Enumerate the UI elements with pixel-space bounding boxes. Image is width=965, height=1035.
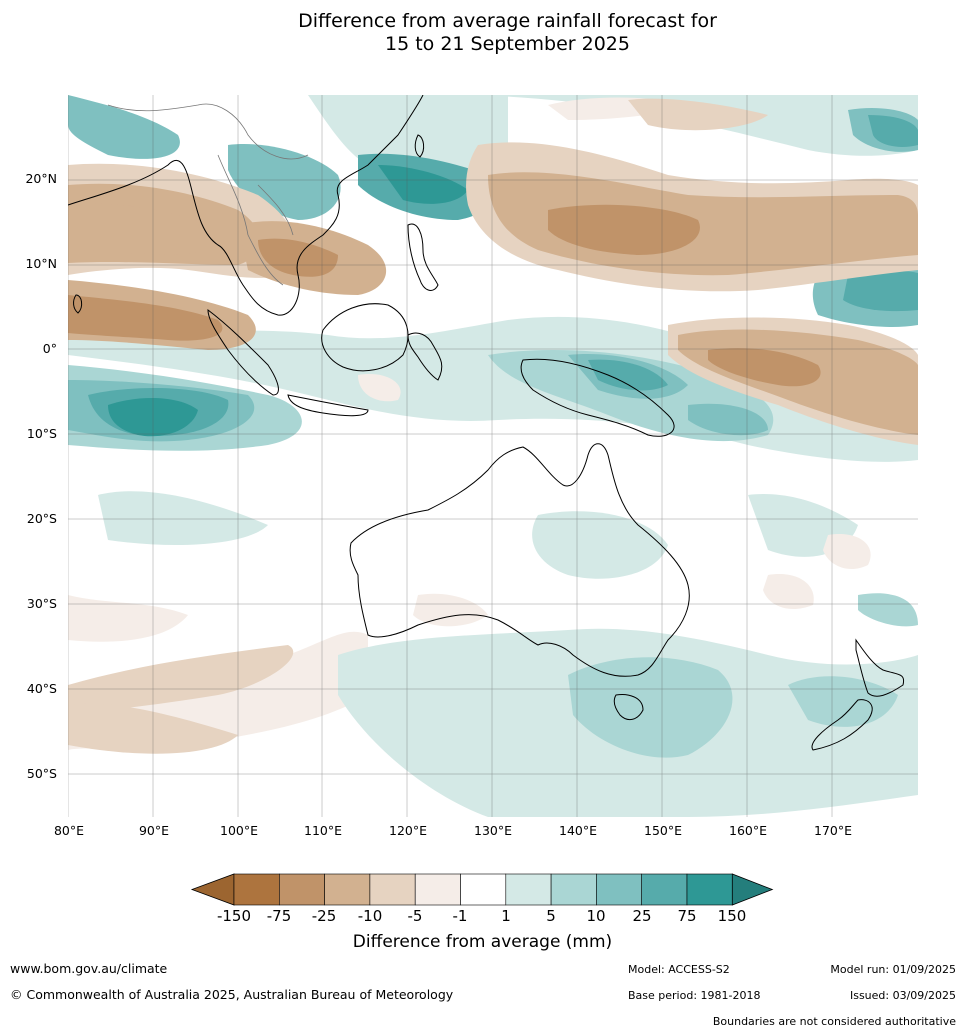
borneo-coastline <box>321 303 409 372</box>
lon-label-140e: 140°E <box>558 823 598 838</box>
colorbar-cell <box>324 873 371 906</box>
tasmania-coastline <box>613 694 644 721</box>
colorbar-cells <box>190 873 774 906</box>
footer-disclaimer: Boundaries are not considered authoritat… <box>712 1015 956 1028</box>
colorbar-tick: -10 <box>357 907 383 925</box>
sri-lanka-coastline <box>73 294 83 314</box>
colorbar-tick: -75 <box>266 907 292 925</box>
map-title: Difference from average rainfall forecas… <box>0 10 965 56</box>
colorbar <box>190 873 774 906</box>
lon-label-110e: 110°E <box>303 823 343 838</box>
colorbar-tick: 1 <box>501 907 511 925</box>
colorbar-extend-low <box>190 873 235 906</box>
footer-model: Model: ACCESS-S2 <box>628 963 730 976</box>
graticule <box>68 95 918 817</box>
sumatra-coastline <box>207 308 279 396</box>
country-borders <box>107 103 309 286</box>
colorbar-tick: 10 <box>586 907 606 925</box>
lon-label-100e: 100°E <box>219 823 259 838</box>
colorbar-cell <box>686 873 733 906</box>
lon-label-120e: 120°E <box>388 823 428 838</box>
lat-label-20n: 20°N <box>25 171 57 186</box>
lat-label-20s: 20°S <box>26 511 57 526</box>
colorbar-tick: 75 <box>677 907 697 925</box>
new-guinea-coastline <box>520 358 675 437</box>
lon-label-150e: 150°E <box>643 823 683 838</box>
colorbar-cell <box>414 873 461 906</box>
sulawesi-coastline <box>407 332 443 381</box>
colorbar-tick: -150 <box>216 907 252 925</box>
colorbar-cell <box>505 873 552 906</box>
lat-label-10s: 10°S <box>26 426 57 441</box>
colorbar-tick: 5 <box>546 907 556 925</box>
lon-label-130e: 130°E <box>473 823 513 838</box>
lat-label-30s: 30°S <box>26 596 57 611</box>
australia-coastline <box>349 443 690 677</box>
colorbar-tick: -25 <box>311 907 337 925</box>
colorbar-cell <box>596 873 642 906</box>
colorbar-cell <box>233 873 280 906</box>
footer-copyright: © Commonwealth of Australia 2025, Austra… <box>10 987 454 1002</box>
dry-anomalies <box>68 97 918 445</box>
colorbar-tick: -5 <box>407 907 423 925</box>
lon-label-170e: 170°E <box>813 823 853 838</box>
colorbar-title: Difference from average (mm) <box>352 932 613 952</box>
southern-anomalies <box>68 491 918 817</box>
colorbar-cell <box>369 873 416 906</box>
colorbar-cell <box>641 873 688 906</box>
colorbar-cell <box>550 873 597 906</box>
asia-mainland-coastline <box>68 95 424 316</box>
colorbar-tick: 25 <box>632 907 652 925</box>
footer-url[interactable]: www.bom.gov.au/climate <box>10 961 168 976</box>
colorbar-extend-high <box>731 873 774 906</box>
philippines-coastline <box>407 223 439 291</box>
colorbar-cell <box>279 873 325 906</box>
taiwan-coastline <box>414 134 425 158</box>
lat-label-40s: 40°S <box>26 681 57 696</box>
new-zealand-north-coastline <box>855 638 905 697</box>
coastlines <box>68 95 905 751</box>
title-line-1: Difference from average rainfall forecas… <box>298 10 717 32</box>
footer-model-run: Model run: 01/09/2025 <box>830 963 956 976</box>
lon-label-80e: 80°E <box>53 823 85 838</box>
lat-label-50s: 50°S <box>26 766 57 781</box>
lon-label-90e: 90°E <box>138 823 170 838</box>
lat-label-0: 0° <box>42 341 57 356</box>
footer-base-period: Base period: 1981-2018 <box>628 989 761 1002</box>
title-line-2: 15 to 21 September 2025 <box>385 33 630 55</box>
footer-issued: Issued: 03/09/2025 <box>849 989 956 1002</box>
rainfall-anomaly-map <box>68 95 918 817</box>
colorbar-cell <box>460 873 507 906</box>
new-zealand-south-coastline <box>811 699 873 751</box>
lon-label-160e: 160°E <box>728 823 768 838</box>
rainfall-map <box>68 95 918 817</box>
colorbar-tick: 150 <box>717 907 747 925</box>
lat-label-10n: 10°N <box>25 256 57 271</box>
java-coastline <box>287 394 369 417</box>
colorbar-tick: -1 <box>452 907 468 925</box>
